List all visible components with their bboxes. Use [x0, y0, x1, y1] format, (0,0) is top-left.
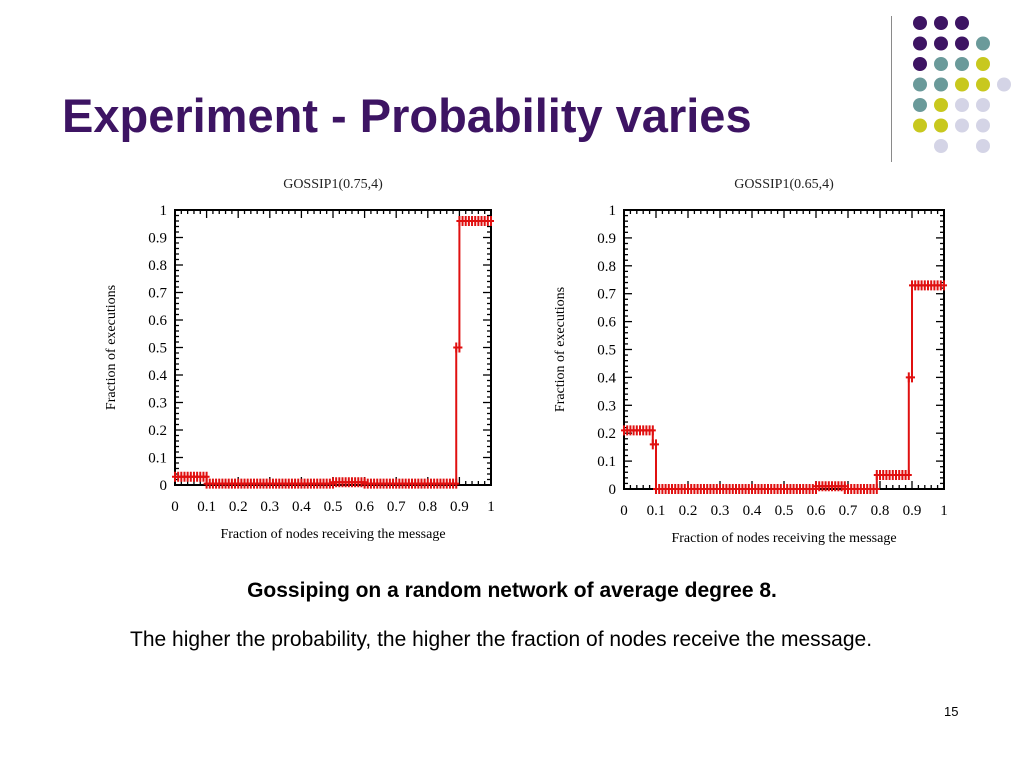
- decor-dot-teal: [976, 36, 990, 51]
- x-tick-label: 0.8: [871, 503, 890, 519]
- y-tick-label: 0: [609, 482, 617, 498]
- decor-dot-teal: [934, 57, 948, 71]
- decor-dot-purple: [955, 36, 969, 51]
- x-tick-label: 0.7: [839, 503, 858, 519]
- decor-dot-lavender: [955, 98, 969, 112]
- data-point-marker: [873, 484, 880, 494]
- y-tick-label: 0.7: [597, 287, 616, 303]
- data-point-marker: [653, 439, 659, 450]
- x-tick-label: 0.7: [387, 499, 406, 515]
- x-tick-label: 0.1: [647, 503, 666, 519]
- decor-dot-olive: [934, 98, 948, 112]
- x-tick-label: 0.1: [197, 499, 216, 515]
- data-point-marker: [456, 342, 463, 353]
- decor-dot-purple: [913, 57, 927, 71]
- decor-dot-teal: [955, 57, 969, 71]
- x-tick-label: 0.9: [903, 503, 922, 519]
- slide-title: Experiment - Probability varies: [62, 89, 752, 142]
- y-tick-label: 0: [160, 478, 168, 494]
- data-point-marker: [453, 478, 460, 489]
- y-tick-label: 0.2: [597, 426, 616, 442]
- y-tick-label: 0.6: [148, 313, 167, 329]
- data-point-marker: [488, 216, 494, 226]
- x-tick-label: 0.5: [324, 499, 343, 515]
- body-text: The higher the probability, the higher t…: [130, 628, 873, 651]
- data-point-marker: [649, 425, 656, 436]
- decor-dot-olive: [955, 77, 969, 92]
- series-line: [175, 220, 491, 485]
- x-axis-label: Fraction of nodes receiving the message: [220, 527, 445, 542]
- decor-dot-purple: [913, 36, 927, 51]
- y-tick-label: 0.8: [148, 258, 167, 274]
- decor-dot-purple: [913, 16, 927, 30]
- chart-title: GOSSIP1(0.65,4): [734, 177, 834, 192]
- decor-dot-lavender: [955, 118, 969, 133]
- x-tick-label: 1: [940, 503, 948, 519]
- data-point-marker: [941, 280, 947, 291]
- y-tick-label: 0.5: [148, 341, 167, 357]
- x-tick-label: 0.8: [418, 499, 437, 515]
- page-number: 15: [944, 704, 959, 719]
- decor-dot-olive: [976, 77, 990, 92]
- x-tick-label: 0.4: [743, 503, 762, 519]
- decor-dot-teal: [934, 77, 948, 92]
- x-tick-label: 0.6: [807, 503, 826, 519]
- chart-gossip-075: GOSSIP1(0.75,4) 0 0.1 0.2 0.3 0.4 0.5 0.6 0.7 0.8…: [104, 177, 495, 542]
- y-tick-label: 1: [160, 203, 168, 219]
- x-tick-label: 0.2: [229, 499, 248, 515]
- x-axis-label: Fraction of nodes receiving the message: [671, 531, 896, 546]
- y-tick-label: 0.9: [148, 231, 167, 247]
- decor-dot-teal: [913, 77, 927, 92]
- y-axis-label: Fraction of executions: [553, 287, 568, 412]
- x-tick-label: 0: [171, 499, 179, 515]
- x-tick-label: 0.2: [679, 503, 698, 519]
- decor-dot-purple: [934, 36, 948, 51]
- decor-dot-purple: [934, 16, 948, 30]
- chart-gossip-065: GOSSIP1(0.65,4) 0 0.1 0.2 0.3 0.4 0.5 0.6 0.7 0.8…: [553, 177, 948, 546]
- figure-caption: Gossiping on a random network of average…: [247, 579, 777, 602]
- decor-dot-lavender: [976, 98, 990, 112]
- y-tick-label: 0.3: [148, 396, 167, 412]
- decor-dot-olive: [913, 118, 927, 133]
- plot-frame: [174, 209, 492, 486]
- y-tick-label: 0.8: [597, 259, 616, 275]
- decor-dot-lavender: [934, 139, 948, 153]
- y-tick-label: 0.5: [597, 343, 616, 359]
- x-tick-label: 0: [620, 503, 628, 519]
- decor-dot-lavender: [976, 139, 990, 153]
- data-point-marker: [905, 470, 912, 481]
- decor-dot-lavender: [976, 118, 990, 133]
- x-tick-label: 0.3: [260, 499, 279, 515]
- y-tick-label: 0.4: [597, 370, 616, 386]
- decor-dot-lavender: [997, 77, 1011, 92]
- x-tick-label: 0.9: [450, 499, 469, 515]
- title-divider-line: [891, 16, 892, 162]
- y-tick-label: 1: [609, 203, 617, 219]
- series-line: [624, 284, 944, 490]
- y-axis-label: Fraction of executions: [104, 285, 119, 410]
- y-tick-label: 0.1: [148, 451, 167, 467]
- chart-title: GOSSIP1(0.75,4): [283, 177, 383, 192]
- x-tick-label: 0.5: [775, 503, 794, 519]
- y-tick-label: 0.7: [148, 286, 167, 302]
- decor-dot-purple: [955, 16, 969, 30]
- data-point-marker: [909, 372, 915, 383]
- y-tick-label: 0.9: [597, 231, 616, 247]
- x-tick-label: 0.6: [355, 499, 374, 515]
- decor-dot-olive: [934, 118, 948, 133]
- y-tick-label: 0.4: [148, 368, 167, 384]
- y-tick-label: 0.6: [597, 315, 616, 331]
- y-tick-label: 0.1: [597, 454, 616, 470]
- y-tick-label: 0.2: [148, 423, 167, 439]
- decor-dot-teal: [913, 98, 927, 112]
- decorative-dot-grid: [913, 16, 1011, 153]
- plot-frame: [623, 209, 945, 490]
- decor-dot-olive: [976, 57, 990, 71]
- x-tick-label: 1: [487, 499, 495, 515]
- x-tick-label: 0.4: [292, 499, 311, 515]
- x-tick-label: 0.3: [711, 503, 730, 519]
- y-tick-label: 0.3: [597, 398, 616, 414]
